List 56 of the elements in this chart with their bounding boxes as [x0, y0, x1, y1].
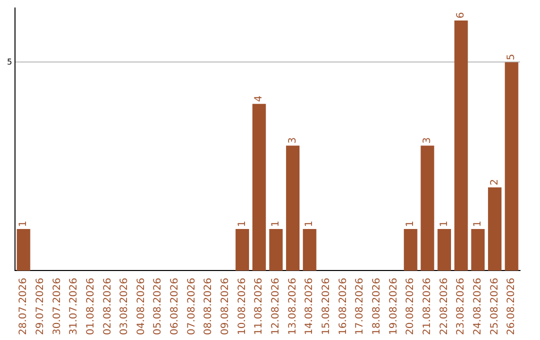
bar	[488, 187, 502, 271]
bar	[286, 146, 300, 271]
x-tick-label: 19.08.2026	[388, 278, 400, 336]
bar	[504, 62, 518, 271]
x-tick-label: 12.08.2026	[270, 278, 282, 336]
bar	[16, 229, 30, 271]
data-label: 5	[506, 54, 518, 60]
data-label: 1	[438, 220, 450, 228]
x-tick-label: 23.08.2026	[456, 278, 467, 336]
x-tick-label: 01.08.2026	[85, 278, 96, 336]
x-tick-label: 17.08.2026	[354, 278, 366, 336]
bar	[252, 104, 266, 271]
x-tick-label: 30.07.2026	[52, 278, 63, 336]
x-tick-label: 24.08.2026	[472, 278, 484, 336]
bar	[236, 229, 250, 271]
bar	[454, 20, 468, 271]
x-tick-label: 25.08.2026	[489, 278, 500, 336]
x-tick-label: 22.08.2026	[438, 278, 450, 336]
x-tick-label: 11.08.2026	[254, 278, 265, 336]
bar	[420, 146, 434, 271]
x-tick-label: 02.08.2026	[102, 278, 114, 336]
bar	[302, 229, 316, 271]
x-tick-label: 04.08.2026	[136, 278, 147, 336]
x-tick-label: 21.08.2026	[422, 278, 434, 336]
x-tick-label: 13.08.2026	[287, 278, 298, 336]
data-label: 3	[422, 137, 434, 144]
x-tick-label: 10.08.2026	[236, 278, 248, 336]
data-label: 1	[236, 220, 248, 228]
data-label: 1	[270, 220, 282, 228]
x-tick-label: 15.08.2026	[321, 278, 332, 336]
data-label: 3	[287, 137, 298, 144]
data-label: 1	[472, 220, 484, 228]
x-tick-label: 05.08.2026	[152, 278, 164, 336]
x-tick-label: 14.08.2026	[304, 278, 316, 336]
data-label: 1	[18, 220, 30, 228]
x-tick-label: 09.08.2026	[220, 278, 232, 336]
bar	[269, 229, 283, 271]
x-tick-label: 18.08.2026	[372, 278, 383, 336]
x-tick-label: 31.07.2026	[68, 278, 80, 336]
x-tick-label: 16.08.2026	[338, 278, 349, 336]
x-tick-label: 06.08.2026	[170, 278, 181, 336]
x-tick-label: 26.08.2026	[506, 278, 518, 336]
data-label: 1	[405, 220, 416, 228]
bar	[471, 229, 485, 271]
x-tick-label: 20.08.2026	[405, 278, 416, 336]
x-tick-label: 29.07.2026	[34, 278, 46, 336]
data-label: 4	[254, 96, 265, 102]
data-label: 6	[456, 12, 467, 19]
data-label: 1	[304, 220, 316, 228]
data-label: 2	[489, 178, 500, 186]
x-tick-label: 07.08.2026	[186, 278, 198, 336]
bar	[438, 229, 451, 271]
x-tick-label: 28.07.2026	[18, 278, 30, 336]
bar	[404, 229, 418, 271]
x-tick-label: 08.08.2026	[203, 278, 214, 336]
x-tick-label: 03.08.2026	[119, 278, 130, 336]
